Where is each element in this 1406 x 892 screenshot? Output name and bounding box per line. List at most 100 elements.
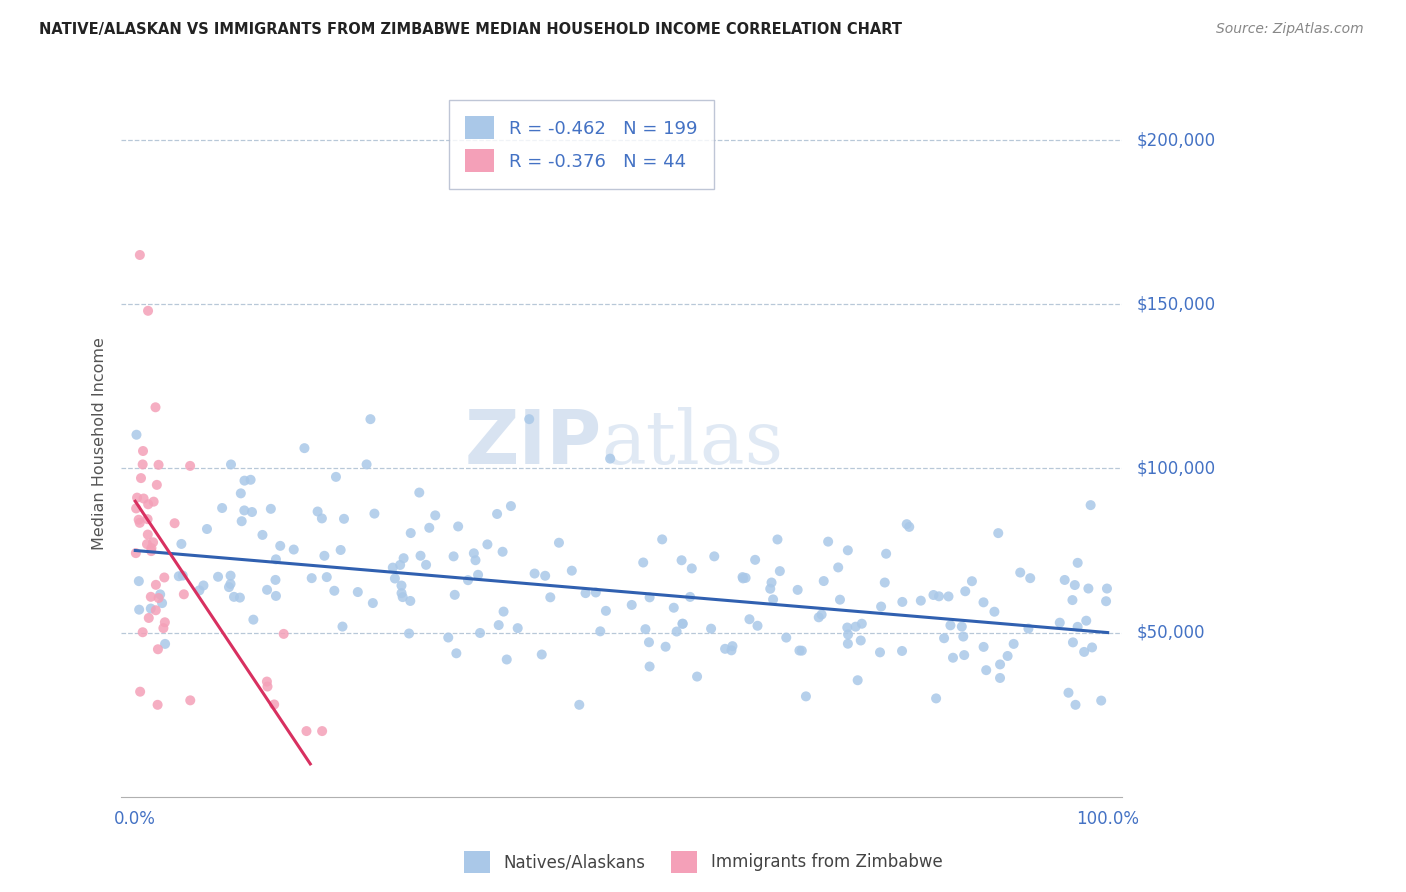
Point	[219, 577, 242, 591]
Point	[721, 639, 744, 653]
Text: $200,000: $200,000	[1136, 131, 1215, 149]
Point	[141, 541, 163, 555]
Point	[163, 516, 186, 531]
Point	[734, 571, 756, 585]
Point	[620, 598, 643, 612]
Point	[1077, 582, 1099, 596]
Point	[896, 517, 918, 532]
Point	[179, 458, 201, 473]
Point	[651, 533, 673, 547]
Point	[219, 458, 242, 472]
Point	[851, 616, 873, 631]
Point	[242, 613, 264, 627]
Point	[810, 607, 832, 622]
Point	[264, 552, 287, 566]
Point	[1066, 556, 1088, 570]
Point	[1081, 640, 1104, 655]
Point	[195, 522, 218, 536]
Y-axis label: Median Household Income: Median Household Income	[93, 337, 107, 550]
Point	[125, 491, 148, 505]
Point	[415, 558, 437, 572]
Point	[128, 513, 150, 527]
Text: ZIP: ZIP	[464, 408, 602, 480]
Point	[634, 622, 657, 636]
Point	[813, 574, 835, 588]
Point	[307, 504, 329, 518]
Point	[457, 573, 479, 587]
Point	[1095, 594, 1118, 608]
Point	[384, 572, 406, 586]
Point	[391, 578, 413, 592]
Text: $50,000: $50,000	[1136, 624, 1205, 641]
Point	[574, 586, 596, 600]
Point	[686, 669, 709, 683]
Point	[523, 566, 546, 581]
Point	[179, 693, 201, 707]
Point	[827, 560, 849, 574]
Point	[447, 519, 470, 533]
Point	[891, 644, 914, 658]
Point	[148, 458, 170, 472]
Point	[139, 590, 162, 604]
Point	[129, 471, 152, 485]
Point	[167, 569, 190, 583]
Point	[568, 698, 591, 712]
Point	[942, 650, 965, 665]
Point	[997, 648, 1019, 663]
Point	[828, 592, 851, 607]
Point	[1076, 614, 1098, 628]
Point	[761, 575, 783, 590]
Point	[775, 631, 797, 645]
Point	[264, 589, 287, 603]
Point	[136, 512, 159, 526]
Point	[361, 596, 384, 610]
Point	[538, 591, 561, 605]
Point	[486, 507, 509, 521]
Point	[252, 528, 274, 542]
Text: $100,000: $100,000	[1136, 459, 1215, 477]
Point	[759, 582, 782, 596]
Point	[491, 545, 513, 559]
Point	[408, 485, 430, 500]
Point	[141, 544, 163, 558]
Point	[638, 591, 661, 605]
Point	[273, 627, 295, 641]
Point	[136, 303, 159, 318]
Point	[595, 604, 617, 618]
Point	[468, 626, 491, 640]
Point	[264, 573, 287, 587]
Point	[987, 526, 1010, 541]
Point	[359, 412, 381, 426]
Point	[837, 543, 859, 558]
Point	[925, 691, 948, 706]
Point	[142, 535, 165, 549]
Point	[973, 640, 995, 654]
Point	[794, 690, 817, 704]
Point	[128, 602, 150, 616]
Point	[1080, 498, 1102, 512]
Point	[131, 458, 153, 472]
Point	[952, 630, 974, 644]
Point	[129, 684, 152, 698]
Point	[222, 590, 245, 604]
Text: atlas: atlas	[602, 408, 783, 480]
Point	[425, 508, 447, 523]
Point	[128, 516, 150, 530]
Point	[219, 568, 242, 582]
Point	[488, 618, 510, 632]
Point	[145, 603, 167, 617]
Point	[585, 585, 607, 599]
Point	[681, 561, 703, 575]
Point	[561, 564, 583, 578]
Point	[506, 621, 529, 635]
Point	[389, 558, 412, 572]
Point	[988, 657, 1011, 672]
Point	[932, 631, 955, 645]
Point	[1090, 693, 1112, 707]
Point	[399, 526, 422, 541]
Point	[922, 588, 945, 602]
Point	[786, 582, 808, 597]
Point	[188, 583, 211, 598]
Point	[731, 571, 754, 585]
Point	[399, 594, 422, 608]
